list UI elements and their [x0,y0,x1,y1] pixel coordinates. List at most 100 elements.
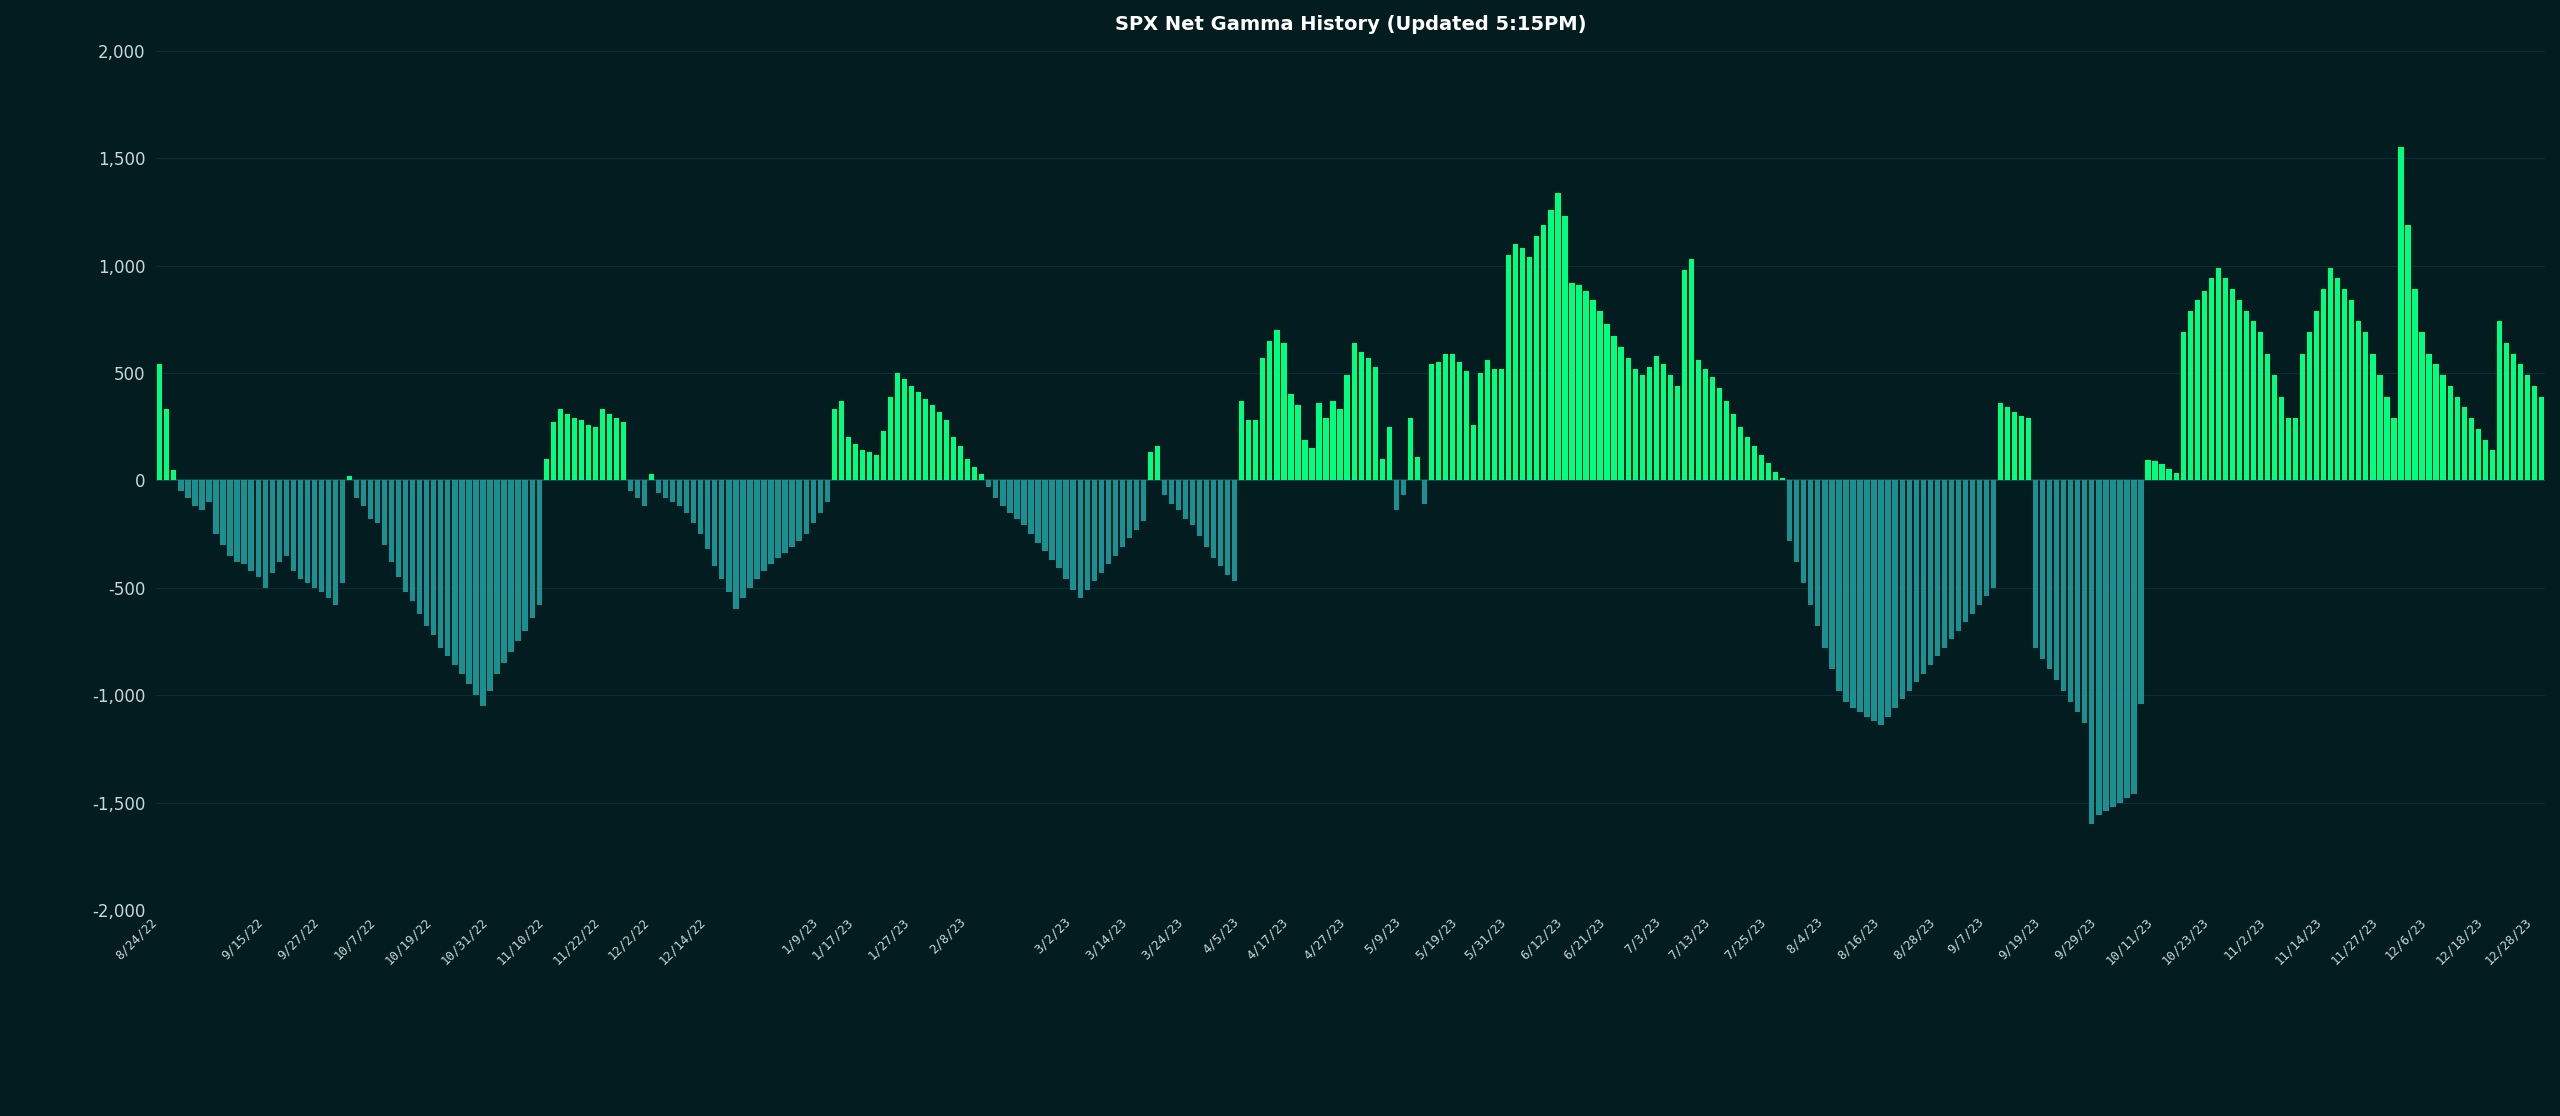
Bar [1288,394,1293,480]
Bar [1070,480,1075,590]
Bar [1774,472,1779,480]
Bar [1907,480,1912,691]
Bar [2104,480,2109,811]
Bar [550,422,556,480]
Bar [1436,363,1441,480]
Bar [776,480,781,558]
Bar [2435,365,2440,480]
Bar [297,480,302,579]
Bar [2350,300,2355,480]
Bar [1682,270,1687,480]
Bar [445,480,451,656]
Bar [1421,480,1426,504]
Bar [2476,429,2481,480]
Bar [256,480,261,577]
Bar [1492,368,1498,480]
Bar [1661,365,1667,480]
Bar [712,480,717,566]
Bar [1477,373,1482,480]
Bar [1935,480,1940,656]
Bar [845,437,850,480]
Bar [2025,418,2030,480]
Bar [1408,418,1413,480]
Bar [1085,480,1091,590]
Bar [599,410,604,480]
Bar [1633,368,1638,480]
Bar [305,480,310,584]
Bar [200,480,205,510]
Bar [1851,480,1856,708]
Bar [325,480,330,598]
Bar [1400,480,1405,496]
Bar [1521,249,1526,480]
Bar [361,480,366,507]
Bar [1190,480,1196,526]
Bar [2214,268,2222,480]
Bar [812,480,817,523]
Bar [909,386,914,480]
Bar [410,480,415,600]
Bar [2012,412,2017,480]
Bar [1948,480,1953,639]
Bar [1034,480,1039,542]
Bar [2504,343,2509,480]
Bar [1992,480,1997,588]
Bar [1528,257,1533,480]
Bar [655,480,660,493]
Bar [2335,279,2340,480]
Bar [1247,421,1252,480]
Bar [1254,421,1260,480]
Bar [2189,310,2194,480]
Bar [945,421,950,480]
Bar [481,480,486,706]
Bar [804,480,809,535]
Bar [2202,291,2207,480]
Bar [1871,480,1876,721]
Bar [2496,321,2501,480]
Bar [241,480,246,564]
Bar [788,480,794,547]
Bar [1142,480,1147,521]
Bar [381,480,387,545]
Bar [2524,375,2529,480]
Bar [1766,463,1772,480]
Bar [1690,259,1695,480]
Bar [1746,437,1751,480]
Bar [1731,414,1736,480]
Bar [1393,480,1398,510]
Bar [635,480,640,498]
Bar [1057,480,1062,568]
Bar [901,379,906,480]
Bar [1029,480,1034,535]
Bar [2278,396,2284,480]
Bar [852,444,858,480]
Bar [284,480,289,556]
Bar [1219,480,1224,566]
Bar [1815,480,1820,626]
Bar [2371,354,2376,480]
Bar [1175,480,1180,510]
Bar [1155,446,1160,480]
Bar [1751,446,1756,480]
Bar [648,474,655,480]
Bar [453,480,458,665]
Bar [1638,375,1646,480]
Bar [704,480,712,549]
Bar [1533,235,1539,480]
Bar [2004,407,2010,480]
Bar [353,480,358,498]
Bar [1605,324,1610,480]
Bar [1267,340,1272,480]
Bar [522,480,527,631]
Bar [1134,480,1139,530]
Bar [2020,416,2025,480]
Bar [1336,410,1344,480]
Bar [1183,480,1188,519]
Bar [276,480,282,562]
Bar [1723,401,1728,480]
Bar [840,401,845,480]
Bar [881,431,886,480]
Bar [586,424,591,480]
Bar [663,480,668,498]
Bar [1344,375,1349,480]
